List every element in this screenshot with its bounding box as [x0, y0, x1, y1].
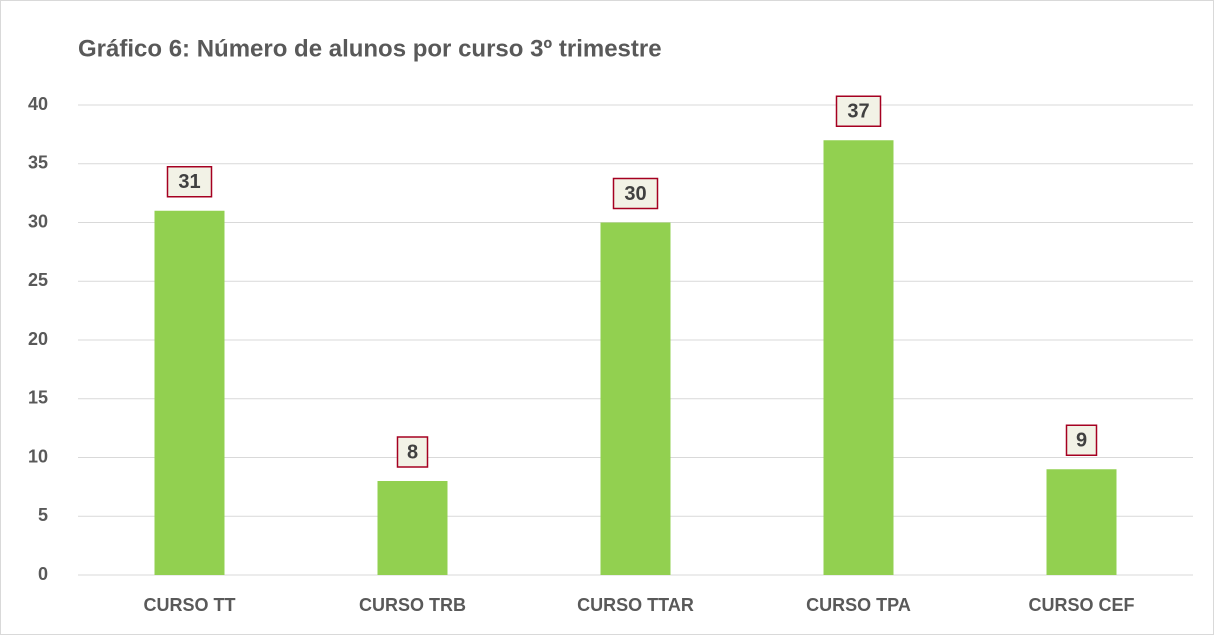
bar [823, 140, 894, 575]
y-tick-label: 40 [28, 94, 48, 114]
data-label-box [166, 166, 213, 198]
x-tick-label: CURSO TTAR [577, 595, 694, 615]
y-tick-label: 15 [28, 388, 48, 408]
bar [154, 210, 225, 575]
data-label: 31 [178, 171, 200, 193]
y-tick-label: 25 [28, 270, 48, 290]
chart-title: Gráfico 6: Número de alunos por curso 3º… [78, 35, 662, 62]
data-label: 37 [847, 101, 869, 123]
x-tick-label: CURSO TRB [359, 595, 466, 615]
data-label-box [835, 95, 882, 127]
y-tick-label: 35 [28, 153, 48, 173]
y-tick-label: 0 [38, 564, 48, 584]
data-label-box [396, 436, 429, 468]
x-tick-label: CURSO CEF [1028, 595, 1134, 615]
x-tick-label: CURSO TPA [806, 595, 911, 615]
y-tick-label: 20 [28, 329, 48, 349]
x-tick-label: CURSO TT [144, 595, 236, 615]
data-label: 9 [1076, 430, 1087, 452]
data-label: 8 [407, 441, 418, 463]
data-label: 30 [624, 183, 646, 205]
data-label-box [1065, 424, 1098, 456]
data-label-box [612, 177, 659, 210]
bar [1046, 469, 1117, 575]
bar [600, 222, 671, 575]
y-tick-label: 30 [28, 211, 48, 231]
y-tick-label: 10 [28, 446, 48, 466]
y-tick-label: 5 [38, 505, 48, 525]
bar [377, 481, 448, 575]
